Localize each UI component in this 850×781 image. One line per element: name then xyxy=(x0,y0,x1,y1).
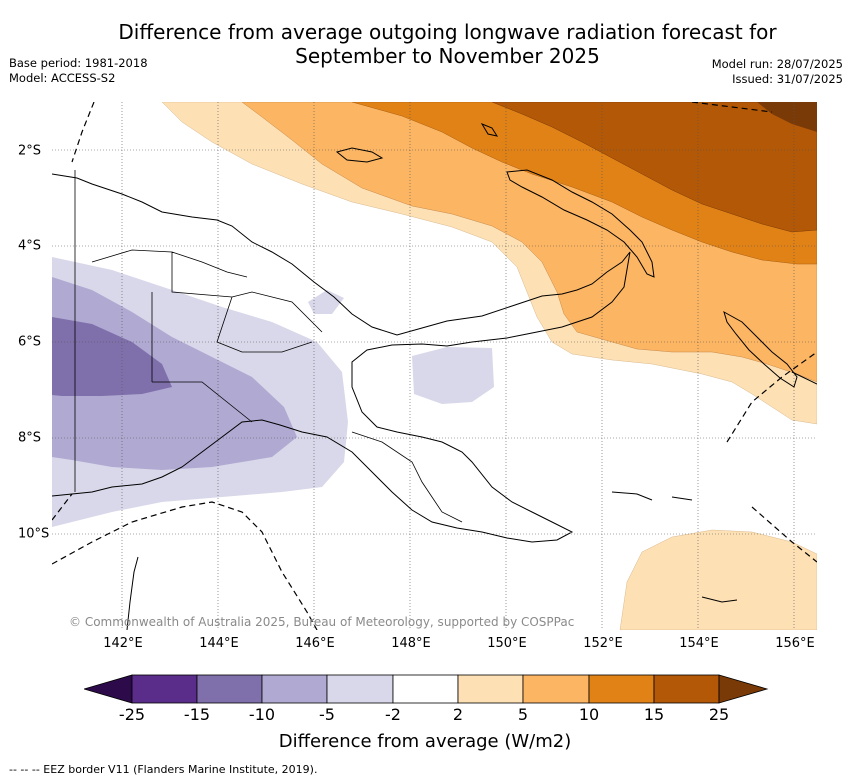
cape-york-coastline xyxy=(126,556,139,630)
model-text: Model: ACCESS-S2 xyxy=(9,71,116,85)
lon-label-150: 150°E xyxy=(487,636,527,651)
lon-label-154: 154°E xyxy=(679,636,719,651)
colorbar-bin-8 xyxy=(588,674,655,704)
new-britain-coastline xyxy=(506,169,655,278)
colorbar-bin-1 xyxy=(131,674,198,704)
copyright-credit: © Commonwealth of Australia 2025, Bureau… xyxy=(69,615,575,629)
solomon-islands-coastline xyxy=(791,371,817,385)
lat-label-6s: 6°S xyxy=(18,334,42,350)
colorbar-tick-label: 25 xyxy=(708,705,730,724)
map-svg xyxy=(52,102,817,630)
anomaly-zone-neg-2-5-east xyxy=(412,347,494,404)
lon-label-152: 152°E xyxy=(583,636,623,651)
colorbar-extend-high xyxy=(718,674,769,704)
meta-left: Base period: 1981-2018 Model: ACCESS-S2 xyxy=(9,56,148,86)
colorbar-tick-label: 2 xyxy=(452,705,464,724)
lon-label-148: 148°E xyxy=(391,636,431,651)
colorbar-tick-label: 5 xyxy=(517,705,529,724)
lat-label-8s: 8°S xyxy=(18,430,42,446)
louisiade-islands xyxy=(611,491,738,603)
lon-label-142: 142°E xyxy=(103,636,143,651)
eez-border-east xyxy=(751,506,817,563)
anomaly-zone-neg-10-15 xyxy=(52,317,172,396)
anomaly-zone-15-25 xyxy=(491,102,817,233)
colorbar-tick-label: -5 xyxy=(319,705,335,724)
colorbar-tick-label: 10 xyxy=(578,705,600,724)
model-run-text: Model run: 28/07/2025 xyxy=(711,57,843,71)
issued-text: Issued: 31/07/2025 xyxy=(732,72,843,86)
eez-footnote: -- -- -- EEZ border V11 (Flanders Marine… xyxy=(9,763,318,776)
meta-right: Model run: 28/07/2025 Issued: 31/07/2025 xyxy=(712,57,843,87)
colorbar xyxy=(84,674,769,704)
colorbar-bin-9 xyxy=(653,674,720,704)
colorbar-extend-low xyxy=(84,674,133,704)
colorbar-bin-6 xyxy=(457,674,524,704)
colorbar-tick-label: -25 xyxy=(118,705,146,724)
eez-border-west xyxy=(71,102,95,163)
colorbar-bin-5 xyxy=(392,674,459,704)
eez-border-southwest xyxy=(52,493,73,521)
map-panel xyxy=(52,102,817,630)
colorbar-title: Difference from average (W/m2) xyxy=(278,731,572,752)
eez-borders xyxy=(52,102,817,630)
colorbar-bin-2 xyxy=(196,674,263,704)
lon-label-144: 144°E xyxy=(199,636,239,651)
eez-border-north xyxy=(691,102,773,113)
lon-label-146: 146°E xyxy=(295,636,335,651)
bougainville-coastline xyxy=(723,310,798,388)
title-line-2: September to November 2025 xyxy=(295,44,600,68)
colorbar-bin-3 xyxy=(261,674,328,704)
graticule xyxy=(52,102,817,630)
map-title: Difference from average outgoing longwav… xyxy=(0,20,850,68)
colorbar-bin-4 xyxy=(326,674,394,704)
province-boundaries xyxy=(91,249,463,523)
coastlines xyxy=(52,122,817,630)
anomaly-zone-above-25 xyxy=(757,102,817,132)
lon-label-156: 156°E xyxy=(775,636,815,651)
eez-border-south xyxy=(52,501,318,630)
new-ireland-coastline xyxy=(480,122,499,137)
lat-label-2s: 2°S xyxy=(18,143,42,159)
eez-border-southeast xyxy=(726,351,817,443)
manus-coastline xyxy=(335,147,384,163)
lat-label-4s: 4°S xyxy=(18,238,42,254)
colorbar-tick-label: -10 xyxy=(248,705,276,724)
title-line-1: Difference from average outgoing longwav… xyxy=(118,20,777,44)
colorbar-tick-label: 15 xyxy=(643,705,665,724)
base-period-text: Base period: 1981-2018 xyxy=(9,56,148,70)
anomaly-zone-neg-2-5-small xyxy=(308,290,344,314)
anomaly-zone-neg-5-10 xyxy=(52,277,297,470)
anomaly-zone-se-2-5 xyxy=(619,529,817,630)
colorbar-tick-label: -15 xyxy=(183,705,211,724)
colorbar-bin-7 xyxy=(522,674,590,704)
lat-label-10s: 10°S xyxy=(18,526,50,542)
new-guinea-coastline xyxy=(52,173,631,543)
borders xyxy=(74,170,463,523)
colorbar-tick-label: -2 xyxy=(385,705,401,724)
